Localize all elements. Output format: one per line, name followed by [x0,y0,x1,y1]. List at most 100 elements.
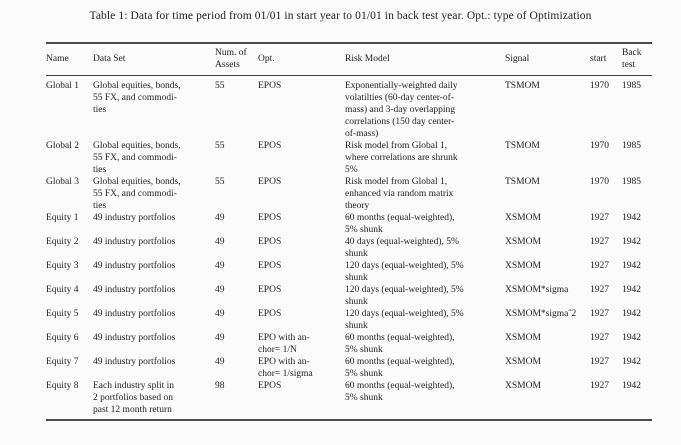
cell-opt: EPOS [258,141,282,151]
cell-start: 1970 [590,81,609,91]
cell-start: 1927 [590,237,609,247]
col-header-data-set: Data Set [93,43,215,76]
cell-start: 1927 [590,213,609,223]
cell-name: Global 2 [46,141,79,151]
cell-name: Equity 7 [46,357,79,367]
cell-name: Global 1 [46,81,79,91]
table-row: Equity 5 49 industry portfolios 49 EPOS … [46,308,652,332]
cell-start: 1927 [590,309,609,319]
cell-opt: EPOS [258,261,282,271]
cell-risk-model: Exponentially-weighted daily volatilties… [345,81,458,139]
cell-data-set: Global equities, bonds, 55 FX, and commo… [93,81,181,115]
table-row: Equity 1 49 industry portfolios 49 EPOS … [46,212,652,236]
cell-name: Equity 2 [46,237,79,247]
cell-num-assets: 55 [215,81,225,91]
cell-opt: EPOS [258,309,282,319]
cell-back-test: 1942 [622,213,641,223]
cell-opt: EPOS [258,177,282,187]
cell-name: Equity 8 [46,381,79,391]
table-row: Global 1 Global equities, bonds, 55 FX, … [46,76,652,141]
cell-signal: TSMOM [505,141,540,151]
cell-start: 1970 [590,177,609,187]
cell-back-test: 1942 [622,381,641,391]
cell-num-assets: 98 [215,381,225,391]
table-row: Equity 8 Each industry split in 2 portfo… [46,380,652,420]
cell-risk-model: Risk model from Global 1, enhanced via r… [345,177,454,211]
cell-back-test: 1942 [622,333,641,343]
table-header-row: Name Data Set Num. of Assets Opt. Risk M… [46,43,652,76]
table-row: Equity 7 49 industry portfolios 49 EPO w… [46,356,652,380]
cell-signal: XSMOM [505,261,541,271]
cell-risk-model: 120 days (equal-weighted), 5% shunk [345,309,464,331]
cell-data-set: Each industry split in 2 portfolios base… [93,381,175,415]
table-caption: Table 1: Data for time period from 01/01… [89,10,592,22]
cell-back-test: 1942 [622,309,641,319]
cell-name: Global 3 [46,177,79,187]
cell-num-assets: 49 [215,357,225,367]
cell-data-set: 49 industry portfolios [93,357,176,367]
cell-opt: EPO with an- chor= 1/N [258,333,310,355]
cell-risk-model: 120 days (equal-weighted), 5% shunk [345,285,464,307]
cell-name: Equity 4 [46,285,79,295]
table-row: Global 3 Global equities, bonds, 55 FX, … [46,176,652,212]
cell-risk-model: 60 months (equal-weighted), 5% shunk [345,381,455,403]
cell-risk-model: 60 months (equal-weighted), 5% shunk [345,333,455,355]
cell-risk-model: 60 months (equal-weighted), 5% shunk [345,213,455,235]
cell-start: 1927 [590,285,609,295]
cell-num-assets: 55 [215,177,225,187]
cell-num-assets: 49 [215,237,225,247]
data-table-wrapper: Name Data Set Num. of Assets Opt. Risk M… [46,42,652,421]
col-header-start: start [590,43,622,76]
cell-num-assets: 49 [215,213,225,223]
cell-back-test: 1985 [622,177,641,187]
cell-signal: XSMOM [505,357,541,367]
col-header-opt: Opt. [258,43,345,76]
cell-num-assets: 49 [215,285,225,295]
cell-risk-model: 40 days (equal-weighted), 5% shunk [345,237,459,259]
cell-signal: XSMOM*sigmaˆ2 [505,309,577,319]
cell-back-test: 1985 [622,141,641,151]
cell-data-set: 49 industry portfolios [93,309,176,319]
cell-name: Equity 6 [46,333,79,343]
col-header-name: Name [46,43,93,76]
cell-opt: EPOS [258,381,282,391]
cell-signal: XSMOM [505,333,541,343]
cell-num-assets: 49 [215,309,225,319]
cell-signal: XSMOM [505,237,541,247]
cell-num-assets: 49 [215,261,225,271]
cell-data-set: 49 industry portfolios [93,213,176,223]
cell-back-test: 1942 [622,261,641,271]
col-header-num-assets: Num. of Assets [215,43,258,76]
cell-back-test: 1985 [622,81,641,91]
cell-start: 1927 [590,357,609,367]
cell-back-test: 1942 [622,285,641,295]
cell-data-set: Global equities, bonds, 55 FX, and commo… [93,141,181,175]
cell-back-test: 1942 [622,237,641,247]
cell-name: Equity 5 [46,309,79,319]
cell-signal: XSMOM [505,381,541,391]
table-row: Global 2 Global equities, bonds, 55 FX, … [46,140,652,176]
cell-signal: XSMOM [505,213,541,223]
cell-opt: EPOS [258,213,282,223]
cell-opt: EPO with an- chor= 1/sigma [258,357,313,379]
table-row: Equity 4 49 industry portfolios 49 EPOS … [46,284,652,308]
cell-risk-model: Risk model from Global 1, where correlat… [345,141,458,175]
col-header-signal: Signal [505,43,590,76]
cell-opt: EPOS [258,81,282,91]
cell-risk-model: 60 months (equal-weighted), 5% shunk [345,357,455,379]
cell-risk-model: 120 days (equal-weighted), 5% shunk [345,261,464,283]
table-row: Equity 6 49 industry portfolios 49 EPO w… [46,332,652,356]
cell-name: Equity 3 [46,261,79,271]
cell-opt: EPOS [258,285,282,295]
cell-opt: EPOS [258,237,282,247]
table-row: Equity 2 49 industry portfolios 49 EPOS … [46,236,652,260]
cell-data-set: 49 industry portfolios [93,333,176,343]
cell-data-set: 49 industry portfolios [93,285,176,295]
cell-signal: XSMOM*sigma [505,285,569,295]
cell-start: 1927 [590,333,609,343]
table-row: Equity 3 49 industry portfolios 49 EPOS … [46,260,652,284]
cell-data-set: Global equities, bonds, 55 FX, and commo… [93,177,181,211]
cell-start: 1927 [590,381,609,391]
data-table: Name Data Set Num. of Assets Opt. Risk M… [46,42,652,421]
